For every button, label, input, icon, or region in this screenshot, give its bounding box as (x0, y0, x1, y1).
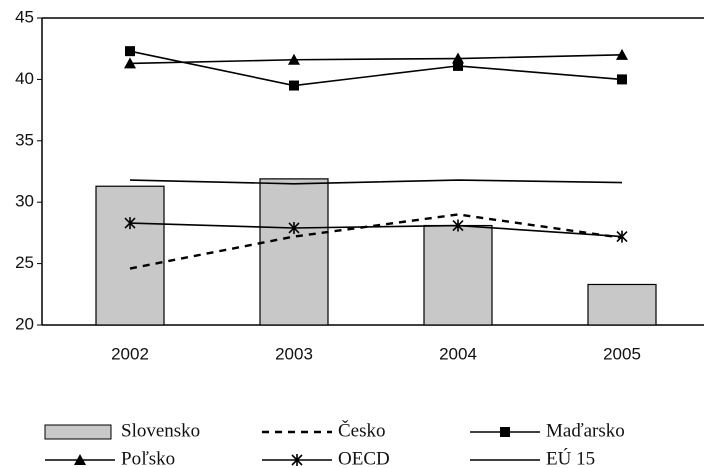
line (129, 54, 623, 65)
bar (259, 178, 329, 326)
line (129, 179, 623, 185)
legend-label: Česko (338, 419, 386, 441)
point (452, 219, 464, 232)
y-tick-label: 45 (15, 7, 34, 26)
bar (587, 283, 657, 326)
line (129, 222, 623, 238)
legend-label: EÚ 15 (546, 447, 595, 468)
legend-label: Poľsko (121, 448, 175, 468)
x-tick-label: 2004 (439, 344, 477, 363)
point (616, 230, 628, 243)
point (125, 46, 135, 57)
point (288, 53, 300, 65)
point (288, 221, 300, 234)
y-tick-label: 20 (15, 314, 34, 333)
point (616, 48, 628, 60)
point (617, 74, 627, 85)
point (289, 80, 299, 91)
point (124, 57, 136, 69)
point (124, 217, 136, 230)
legend-label: Slovensko (121, 420, 200, 441)
bar (423, 224, 493, 326)
y-tick-label: 30 (15, 192, 34, 211)
bar (95, 185, 165, 326)
legend-marker (291, 454, 303, 466)
line (129, 213, 623, 270)
legend-label: Maďarsko (546, 420, 625, 441)
legend-marker (500, 427, 510, 437)
y-tick-label: 25 (15, 253, 34, 272)
y-tick-label: 40 (15, 69, 34, 88)
x-tick-label: 2005 (603, 344, 641, 363)
point (453, 60, 463, 71)
legend-label: OECD (338, 448, 390, 468)
point (452, 52, 464, 64)
legend-swatch (44, 424, 112, 440)
x-tick-label: 2002 (111, 344, 149, 363)
legend-marker (74, 454, 86, 465)
x-tick-label: 2003 (275, 344, 313, 363)
y-tick-label: 35 (15, 130, 34, 149)
line (129, 50, 623, 87)
